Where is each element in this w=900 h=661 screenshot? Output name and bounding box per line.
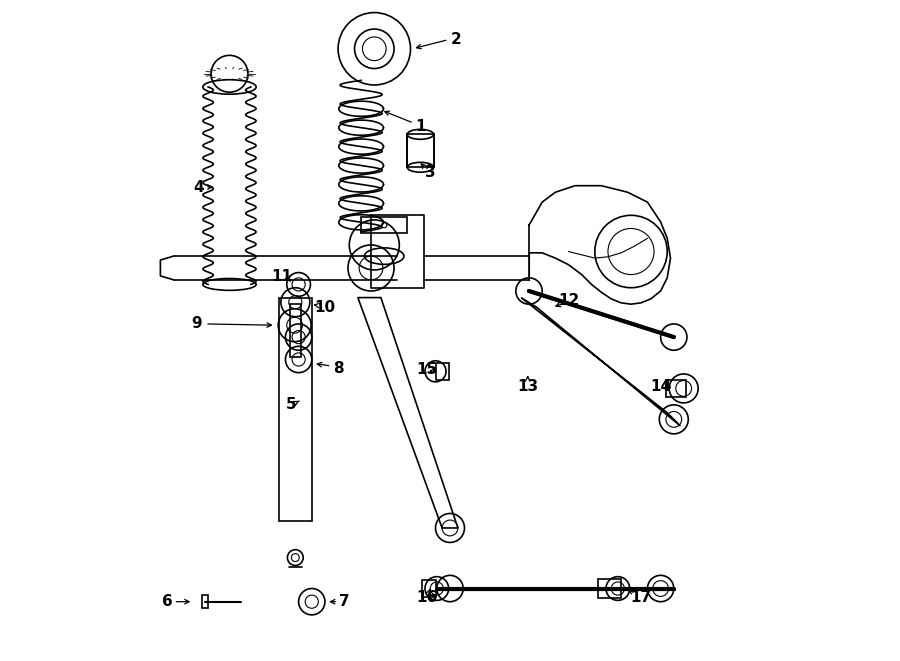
Text: 15: 15 bbox=[417, 362, 437, 377]
Text: 11: 11 bbox=[272, 269, 292, 284]
Text: 6: 6 bbox=[162, 594, 172, 609]
Bar bbox=[666, 380, 686, 397]
Bar bbox=[202, 595, 209, 608]
Text: 16: 16 bbox=[417, 590, 437, 605]
Text: 5: 5 bbox=[285, 397, 296, 412]
Bar bbox=[436, 363, 449, 379]
Bar bbox=[361, 217, 407, 233]
Text: 12: 12 bbox=[558, 293, 579, 309]
Text: 17: 17 bbox=[630, 590, 652, 605]
Polygon shape bbox=[358, 297, 458, 528]
Bar bbox=[598, 578, 622, 598]
Text: 14: 14 bbox=[650, 379, 671, 394]
Text: 9: 9 bbox=[192, 317, 202, 331]
Polygon shape bbox=[521, 297, 680, 426]
Bar bbox=[279, 297, 311, 522]
Bar bbox=[422, 580, 436, 597]
Bar bbox=[290, 304, 302, 357]
Text: 10: 10 bbox=[314, 300, 336, 315]
Text: 7: 7 bbox=[339, 594, 350, 609]
Text: 8: 8 bbox=[333, 360, 344, 375]
Text: 2: 2 bbox=[451, 32, 462, 47]
Text: 4: 4 bbox=[194, 180, 204, 194]
Bar bbox=[407, 134, 434, 167]
Text: 13: 13 bbox=[518, 379, 538, 394]
Text: 1: 1 bbox=[415, 119, 426, 134]
Text: 3: 3 bbox=[425, 165, 436, 180]
